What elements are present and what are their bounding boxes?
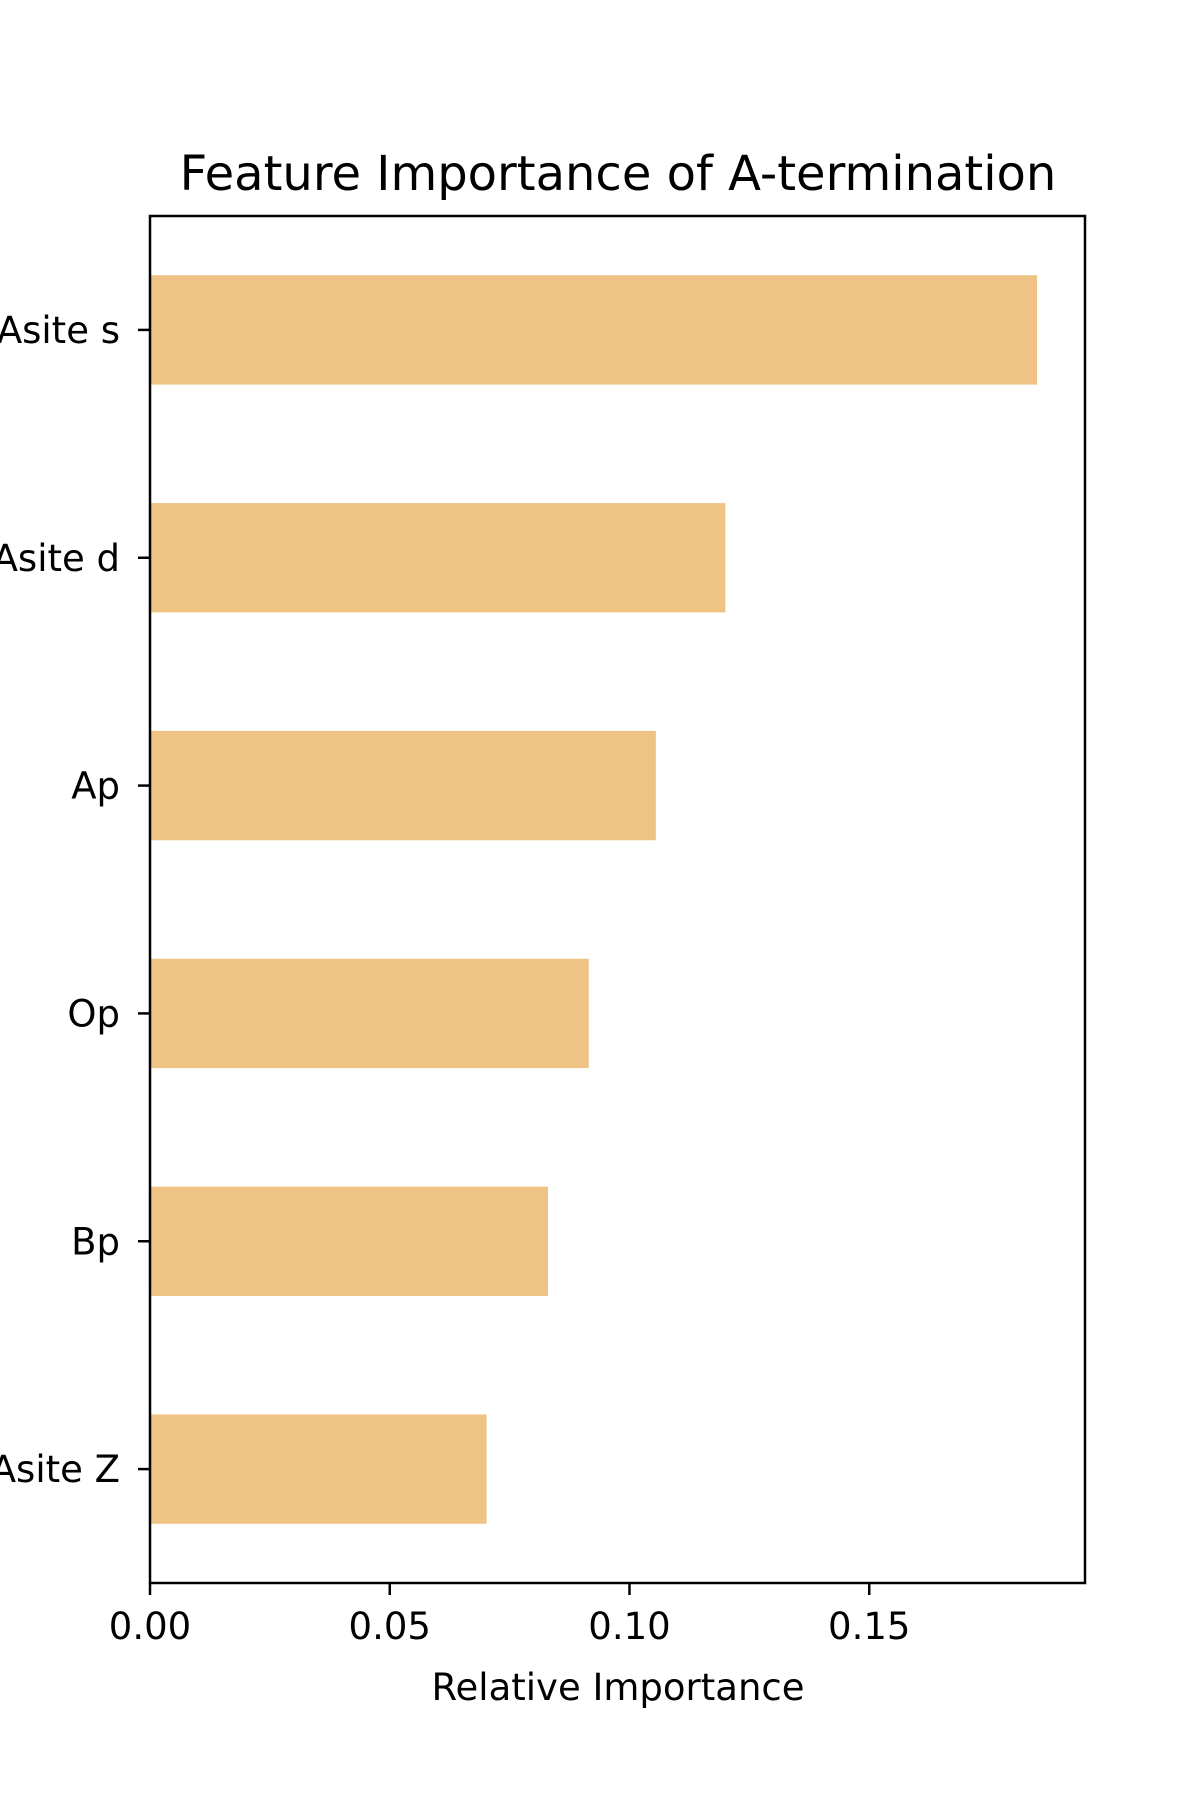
y-tick-label: Ap [71, 765, 120, 808]
bar [150, 1414, 487, 1524]
plot-frame [148, 214, 1087, 1585]
y-tick-label: Asite s [0, 309, 120, 352]
x-tick-label: 0.15 [828, 1605, 910, 1648]
y-tick-label: Asite d [0, 537, 120, 580]
bar [150, 275, 1038, 385]
x-tick-label: 0.05 [349, 1605, 431, 1648]
x-axis-label: Relative Importance [432, 1666, 805, 1709]
bar [150, 1186, 548, 1296]
bars-group [150, 275, 1038, 1524]
x-axis: 0.00 0.05 0.10 0.15 [109, 1583, 910, 1648]
y-tick-label: Bp [71, 1220, 120, 1263]
chart-title: Feature Importance of A-termination [180, 146, 1057, 202]
y-axis: Asite s Asite d Ap Op Bp Asite Z [0, 309, 150, 1491]
x-tick-label: 0.10 [588, 1605, 670, 1648]
y-tick-label: Op [67, 992, 120, 1035]
bar [150, 958, 589, 1069]
x-tick-label: 0.00 [109, 1605, 191, 1648]
bar [150, 503, 726, 613]
bar [150, 730, 656, 841]
y-tick-label: Asite Z [0, 1448, 120, 1491]
